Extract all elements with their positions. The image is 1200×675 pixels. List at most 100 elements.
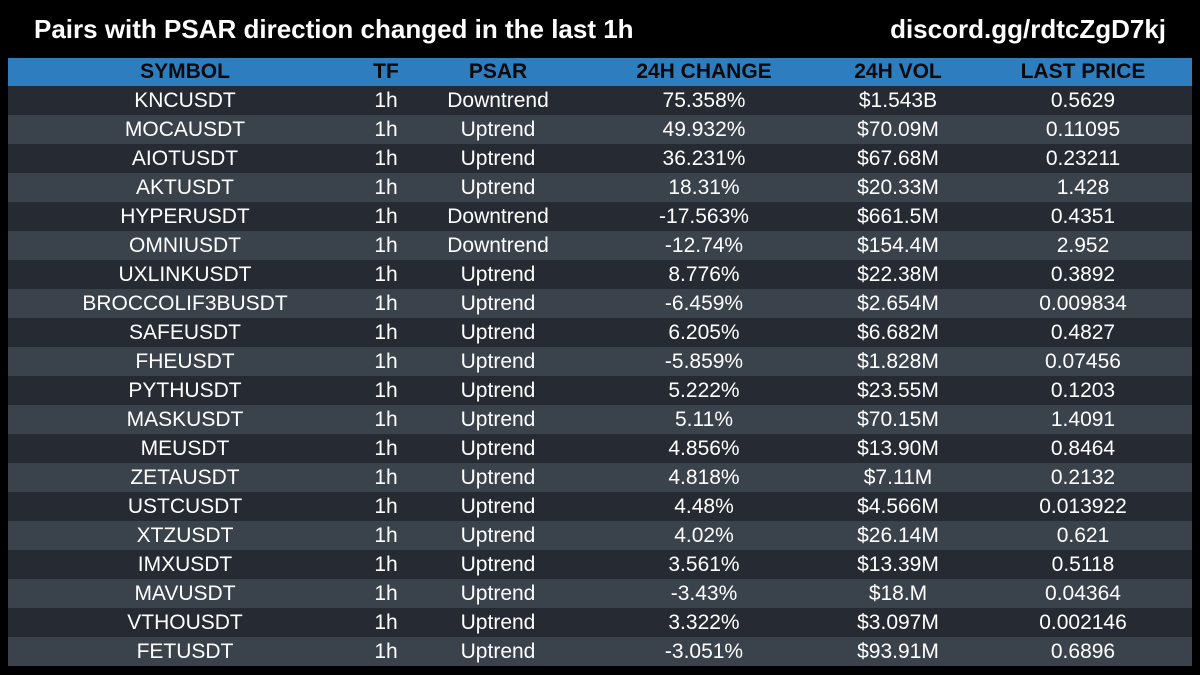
cell-tf: 1h: [374, 321, 398, 344]
cell-psar: Downtrend: [447, 89, 549, 112]
cell-last-price: 0.04364: [1045, 582, 1121, 605]
cell-last-price: 0.002146: [1039, 611, 1127, 634]
table-row[interactable]: FHEUSDT 1h Uptrend -5.859% $1.828M 0.07456: [8, 347, 1192, 376]
cell-last-price: 0.8464: [1050, 437, 1116, 460]
table-row[interactable]: IMXUSDT 1h Uptrend 3.561% $13.39M 0.5118: [8, 550, 1192, 579]
cell-24h-change: -6.459%: [664, 292, 744, 315]
cell-psar: Uptrend: [460, 495, 536, 518]
cell-24h-change: 6.205%: [668, 321, 740, 344]
cell-symbol: XTZUSDT: [136, 524, 234, 547]
column-header-psar[interactable]: PSAR: [468, 60, 528, 83]
cell-last-price: 0.2132: [1050, 466, 1116, 489]
cell-24h-vol: $4.566M: [857, 495, 939, 518]
cell-last-price: 0.23211: [1045, 147, 1121, 170]
table-row[interactable]: FETUSDT 1h Uptrend -3.051% $93.91M 0.6896: [8, 637, 1192, 666]
cell-24h-vol: $20.33M: [857, 176, 939, 199]
table-row[interactable]: BROCCOLIF3BUSDT 1h Uptrend -6.459% $2.654M 0.…: [8, 289, 1192, 318]
cell-24h-change: 5.11%: [675, 408, 733, 431]
cell-psar: Uptrend: [460, 118, 536, 141]
table-row[interactable]: PYTHUSDT 1h Uptrend 5.222% $23.55M 0.1203: [8, 376, 1192, 405]
cell-24h-change: -5.859%: [664, 350, 744, 373]
cell-24h-vol: $7.11M: [863, 466, 933, 489]
cell-last-price: 0.009834: [1039, 292, 1127, 315]
cell-psar: Uptrend: [460, 408, 536, 431]
cell-24h-change: -3.051%: [664, 640, 744, 663]
discord-link[interactable]: discord.gg/rdtcZgD7kj: [890, 14, 1166, 44]
cell-24h-change: 4.02%: [674, 524, 734, 547]
cell-symbol: MASKUSDT: [126, 408, 244, 431]
cell-24h-vol: $70.09M: [857, 118, 939, 141]
cell-tf: 1h: [374, 292, 398, 315]
pairs-table: SYMBOL TF PSAR 24H CHANGE 24H VOL LAST P…: [8, 58, 1192, 666]
column-header-24h-change[interactable]: 24H CHANGE: [636, 60, 772, 83]
cell-last-price: 2.952: [1056, 234, 1110, 257]
cell-24h-vol: $93.91M: [857, 640, 939, 663]
table-row[interactable]: MAVUSDT 1h Uptrend -3.43% $18.M 0.04364: [8, 579, 1192, 608]
cell-24h-vol: $1.543B: [858, 89, 938, 112]
table-row[interactable]: VTHOUSDT 1h Uptrend 3.322% $3.097M 0.002146: [8, 608, 1192, 637]
cell-last-price: 0.6896: [1050, 640, 1116, 663]
cell-last-price: 0.4827: [1050, 321, 1116, 344]
cell-24h-change: 3.561%: [668, 553, 740, 576]
cell-symbol: OMNIUSDT: [129, 234, 241, 257]
table-row[interactable]: SAFEUSDT 1h Uptrend 6.205% $6.682M 0.4827: [8, 318, 1192, 347]
cell-24h-change: 75.358%: [662, 89, 746, 112]
cell-psar: Uptrend: [460, 611, 536, 634]
page-title: Pairs with PSAR direction changed in the…: [34, 14, 634, 44]
cell-symbol: BROCCOLIF3BUSDT: [82, 292, 288, 315]
column-header-symbol[interactable]: SYMBOL: [140, 60, 230, 83]
cell-24h-vol: $2.654M: [857, 292, 939, 315]
cell-last-price: 1.4091: [1050, 408, 1116, 431]
cell-tf: 1h: [374, 553, 398, 576]
cell-symbol: AIOTUSDT: [131, 147, 239, 170]
cell-last-price: 0.5118: [1051, 553, 1115, 576]
cell-24h-change: 8.776%: [668, 263, 740, 286]
cell-tf: 1h: [374, 205, 398, 228]
cell-psar: Uptrend: [460, 640, 536, 663]
cell-psar: Uptrend: [460, 263, 536, 286]
table-header-row: SYMBOL TF PSAR 24H CHANGE 24H VOL LAST P…: [8, 58, 1192, 86]
cell-last-price: 1.428: [1056, 176, 1110, 199]
cell-symbol: HYPERUSDT: [120, 205, 250, 228]
page-header: Pairs with PSAR direction changed in the…: [0, 0, 1200, 58]
cell-24h-change: -17.563%: [659, 205, 749, 228]
cell-psar: Uptrend: [460, 292, 536, 315]
cell-24h-change: 3.322%: [668, 611, 740, 634]
table-row[interactable]: OMNIUSDT 1h Downtrend -12.74% $154.4M 2.952: [8, 231, 1192, 260]
column-header-tf[interactable]: TF: [373, 60, 399, 83]
table-row[interactable]: MASKUSDT 1h Uptrend 5.11% $70.15M 1.4091: [8, 405, 1192, 434]
cell-last-price: 0.3892: [1050, 263, 1116, 286]
cell-last-price: 0.621: [1056, 524, 1110, 547]
cell-symbol: PYTHUSDT: [128, 379, 242, 402]
cell-psar: Uptrend: [460, 437, 536, 460]
table-row[interactable]: AKTUSDT 1h Uptrend 18.31% $20.33M 1.428: [8, 173, 1192, 202]
table-row[interactable]: AIOTUSDT 1h Uptrend 36.231% $67.68M 0.23211: [8, 144, 1192, 173]
cell-psar: Uptrend: [460, 553, 536, 576]
cell-psar: Downtrend: [447, 234, 549, 257]
column-header-last-price[interactable]: LAST PRICE: [1020, 60, 1146, 83]
cell-tf: 1h: [374, 640, 398, 663]
table-row[interactable]: USTCUSDT 1h Uptrend 4.48% $4.566M 0.013922: [8, 492, 1192, 521]
cell-symbol: AKTUSDT: [135, 176, 234, 199]
cell-psar: Uptrend: [460, 147, 536, 170]
cell-24h-vol: $13.90M: [857, 437, 939, 460]
cell-symbol: MOCAUSDT: [124, 118, 246, 141]
cell-symbol: UXLINKUSDT: [118, 263, 252, 286]
column-header-24h-vol[interactable]: 24H VOL: [854, 60, 942, 83]
table-row[interactable]: ZETAUSDT 1h Uptrend 4.818% $7.11M 0.2132: [8, 463, 1192, 492]
cell-tf: 1h: [374, 350, 398, 373]
cell-tf: 1h: [374, 611, 398, 634]
table-row[interactable]: MOCAUSDT 1h Uptrend 49.932% $70.09M 0.11095: [8, 115, 1192, 144]
table-row[interactable]: KNCUSDT 1h Downtrend 75.358% $1.543B 0.5629: [8, 86, 1192, 115]
cell-tf: 1h: [374, 408, 398, 431]
pairs-table-container: SYMBOL TF PSAR 24H CHANGE 24H VOL LAST P…: [8, 58, 1192, 666]
table-row[interactable]: MEUSDT 1h Uptrend 4.856% $13.90M 0.8464: [8, 434, 1192, 463]
cell-symbol: VTHOUSDT: [127, 611, 243, 634]
table-row[interactable]: XTZUSDT 1h Uptrend 4.02% $26.14M 0.621: [8, 521, 1192, 550]
cell-tf: 1h: [374, 118, 398, 141]
cell-tf: 1h: [374, 89, 398, 112]
table-row[interactable]: UXLINKUSDT 1h Uptrend 8.776% $22.38M 0.3892: [8, 260, 1192, 289]
table-row[interactable]: HYPERUSDT 1h Downtrend -17.563% $661.5M 0.435…: [8, 202, 1192, 231]
cell-24h-vol: $70.15M: [857, 408, 939, 431]
cell-24h-vol: $661.5M: [857, 205, 939, 228]
